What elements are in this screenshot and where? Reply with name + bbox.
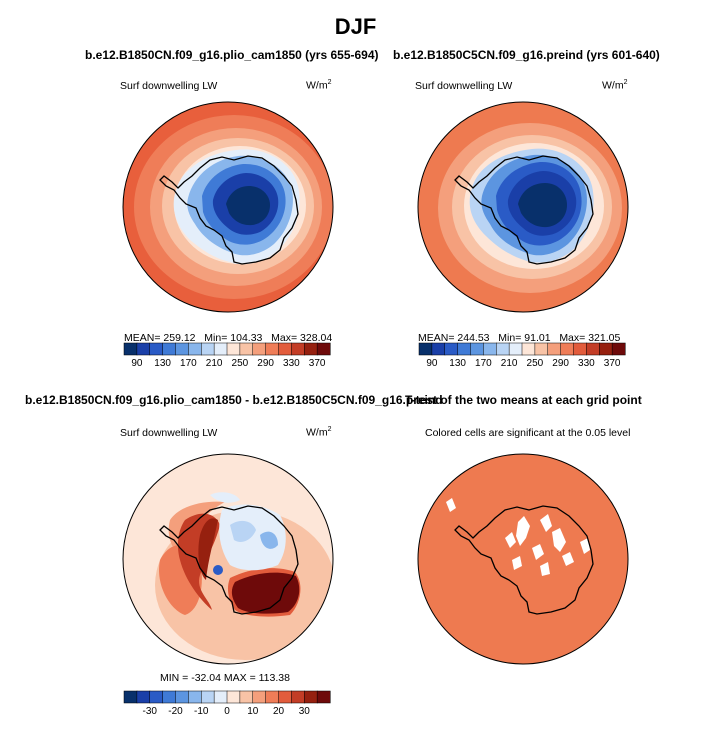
colorbar-swatch [316, 342, 331, 356]
panel2-stats: MEAN= 244.53 Min= 91.01 Max= 321.05 [418, 332, 621, 344]
panel3-map-border [122, 453, 334, 665]
colorbar-tick-label: 30 [298, 706, 310, 717]
colorbar-tick-label: 130 [449, 358, 466, 369]
colorbar-tick-label: 170 [475, 358, 492, 369]
colorbar-tick-label: 330 [283, 358, 300, 369]
panel4-significance-field [418, 454, 628, 664]
colorbar-tick-label: 250 [526, 358, 544, 369]
panel3-variable: Surf downwelling LW [120, 427, 218, 439]
colorbar-swatch [611, 342, 626, 356]
panel1-title: b.e12.B1850CN.f09_g16.plio_cam1850 (yrs … [85, 48, 379, 62]
panel4-coastline [454, 505, 594, 615]
panel2-variable: Surf downwelling LW [415, 80, 513, 92]
panel3-colorbar [123, 690, 331, 704]
panel1-colorbar [123, 342, 331, 356]
colorbar-tick-label: -30 [142, 706, 157, 717]
panel2-units: W/m2 [602, 79, 628, 92]
colorbar-tick-label: 370 [308, 358, 326, 369]
colorbar-tick-label: -20 [168, 706, 183, 717]
panel1-map-border [122, 101, 334, 313]
panel1-variable: Surf downwelling LW [120, 80, 218, 92]
colorbar-tick-label: 20 [272, 706, 285, 717]
colorbar-tick-label: 290 [552, 358, 569, 369]
colorbar-tick-label: 250 [231, 358, 249, 369]
panel1-heatmap [123, 102, 333, 312]
panel2-title: b.e12.B1850C5CN.f09_g16.preind (yrs 601-… [393, 48, 660, 62]
panel2-colorbar [418, 342, 626, 356]
colorbar-tick-label: -10 [194, 706, 209, 717]
panel2-heatmap [418, 102, 628, 312]
colorbar-tick-label: 90 [131, 358, 143, 369]
colorbar-tick-label: 90 [426, 358, 438, 369]
figure-title: DJF [334, 14, 377, 39]
colorbar-tick-label: 0 [224, 706, 230, 717]
panel1-stats: MEAN= 259.12 Min= 104.33 Max= 328.04 [124, 332, 333, 344]
panel2-coastline [454, 155, 594, 265]
colorbar-tick-label: 330 [578, 358, 595, 369]
panel1-units: W/m2 [306, 79, 332, 92]
panel3-heatmap [123, 454, 333, 664]
colorbar-tick-label: 290 [257, 358, 274, 369]
colorbar-swatch [316, 690, 331, 704]
colorbar-tick-label: 210 [500, 358, 518, 369]
panel4-title: T-test of the two means at each grid poi… [405, 393, 642, 407]
panel3-stats: MIN = -32.04 MAX = 113.38 [160, 672, 290, 684]
colorbar-tick-label: 10 [247, 706, 259, 717]
panel4-map-border [417, 453, 629, 665]
colorbar-tick-label: 210 [205, 358, 223, 369]
colorbar-tick-label: 130 [154, 358, 171, 369]
colorbar-tick-label: 170 [180, 358, 197, 369]
colorbar-tick-label: 370 [603, 358, 621, 369]
panel4-subtitle: Colored cells are significant at the 0.0… [425, 427, 631, 439]
panel3-title: b.e12.B1850CN.f09_g16.plio_cam1850 - b.e… [25, 393, 443, 407]
panel1-coastline [159, 155, 299, 265]
panel2-map-border [417, 101, 629, 313]
panel3-coastline [159, 505, 299, 615]
panel3-units: W/m2 [306, 426, 332, 439]
